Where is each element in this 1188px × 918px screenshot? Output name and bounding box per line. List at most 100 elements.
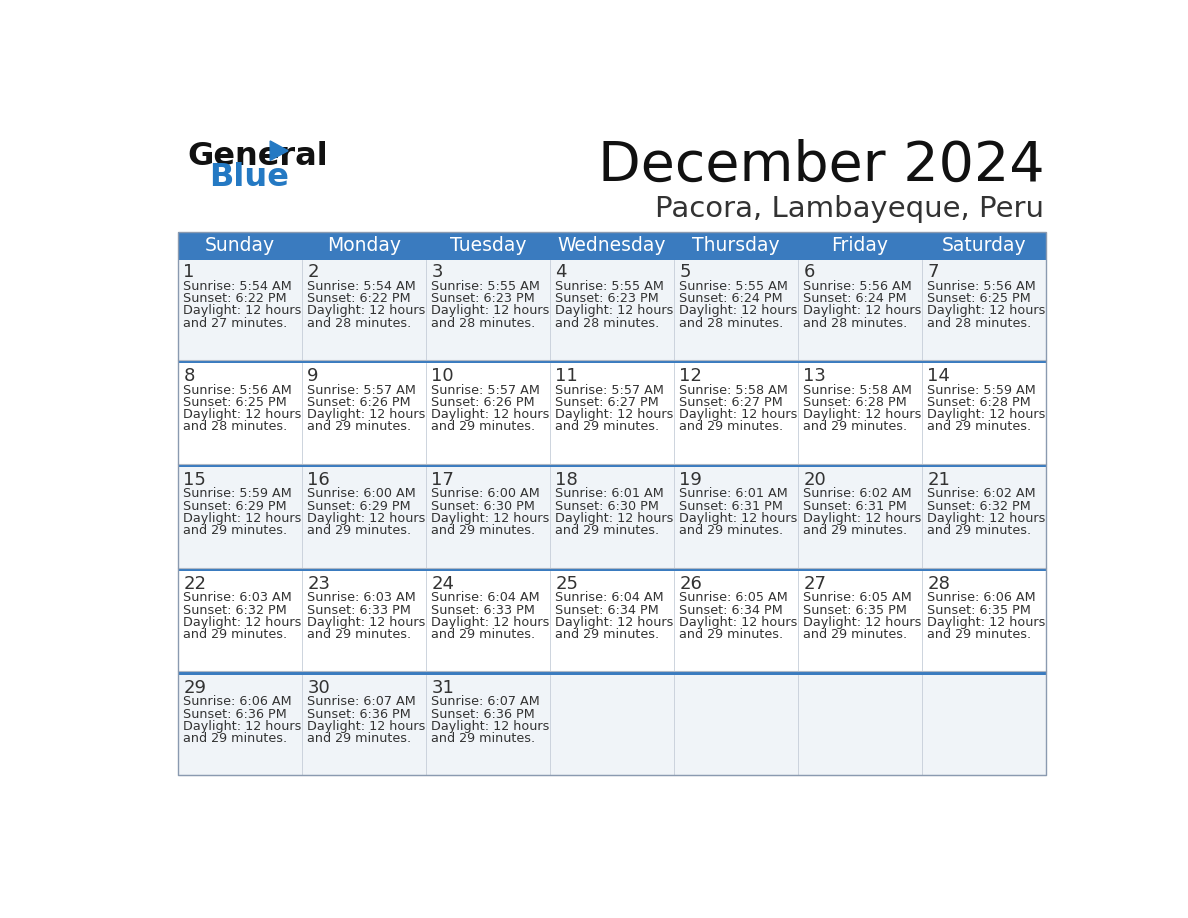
Text: and 29 minutes.: and 29 minutes. [183,628,287,642]
Text: Daylight: 12 hours: Daylight: 12 hours [431,304,550,318]
Text: Daylight: 12 hours: Daylight: 12 hours [555,304,674,318]
Text: Daylight: 12 hours: Daylight: 12 hours [555,409,674,421]
Text: and 29 minutes.: and 29 minutes. [803,628,908,642]
Text: Daylight: 12 hours: Daylight: 12 hours [431,720,550,733]
Text: Daylight: 12 hours: Daylight: 12 hours [680,616,798,629]
Text: and 29 minutes.: and 29 minutes. [308,420,411,433]
Text: and 29 minutes.: and 29 minutes. [928,420,1031,433]
Text: 27: 27 [803,576,827,593]
Text: Sunrise: 6:05 AM: Sunrise: 6:05 AM [803,591,912,604]
Text: 14: 14 [928,367,950,386]
Text: and 29 minutes.: and 29 minutes. [431,420,536,433]
Text: Sunrise: 6:06 AM: Sunrise: 6:06 AM [928,591,1036,604]
Text: Daylight: 12 hours: Daylight: 12 hours [183,304,302,318]
Text: 11: 11 [555,367,579,386]
Text: 19: 19 [680,471,702,489]
Bar [178,260,1045,360]
Text: Sunrise: 5:59 AM: Sunrise: 5:59 AM [928,384,1036,397]
Text: and 29 minutes.: and 29 minutes. [183,733,287,745]
Text: Friday: Friday [832,236,889,255]
Text: Sunrise: 5:57 AM: Sunrise: 5:57 AM [308,384,416,397]
Text: Sunset: 6:24 PM: Sunset: 6:24 PM [803,292,906,305]
Text: 30: 30 [308,679,330,697]
Text: Sunrise: 5:57 AM: Sunrise: 5:57 AM [555,384,664,397]
Text: Sunset: 6:27 PM: Sunset: 6:27 PM [680,396,783,409]
Text: Sunset: 6:25 PM: Sunset: 6:25 PM [183,396,287,409]
Text: 10: 10 [431,367,454,386]
Text: and 29 minutes.: and 29 minutes. [803,420,908,433]
Text: Sunrise: 5:59 AM: Sunrise: 5:59 AM [183,487,292,500]
Text: Sunrise: 5:54 AM: Sunrise: 5:54 AM [183,280,292,293]
Text: Daylight: 12 hours: Daylight: 12 hours [308,616,425,629]
Text: Sunset: 6:29 PM: Sunset: 6:29 PM [308,499,411,513]
Text: Sunrise: 5:56 AM: Sunrise: 5:56 AM [183,384,292,397]
Text: and 29 minutes.: and 29 minutes. [431,524,536,537]
Text: 25: 25 [555,576,579,593]
Text: Daylight: 12 hours: Daylight: 12 hours [803,616,922,629]
Text: and 28 minutes.: and 28 minutes. [183,420,287,433]
Text: Daylight: 12 hours: Daylight: 12 hours [803,409,922,421]
Text: and 28 minutes.: and 28 minutes. [928,317,1031,330]
Text: 13: 13 [803,367,826,386]
Text: Thursday: Thursday [693,236,779,255]
Text: and 29 minutes.: and 29 minutes. [680,628,784,642]
Text: Daylight: 12 hours: Daylight: 12 hours [928,409,1045,421]
Bar [178,232,1045,260]
Text: and 29 minutes.: and 29 minutes. [308,524,411,537]
Text: and 29 minutes.: and 29 minutes. [183,524,287,537]
Text: Sunset: 6:24 PM: Sunset: 6:24 PM [680,292,783,305]
Text: Sunrise: 5:55 AM: Sunrise: 5:55 AM [431,280,541,293]
Bar [178,364,1045,464]
Polygon shape [270,141,287,161]
Text: 24: 24 [431,576,454,593]
Text: Sunrise: 6:03 AM: Sunrise: 6:03 AM [308,591,416,604]
Text: Sunset: 6:36 PM: Sunset: 6:36 PM [431,708,535,721]
Text: 7: 7 [928,263,939,282]
Text: and 29 minutes.: and 29 minutes. [431,628,536,642]
Text: Monday: Monday [327,236,402,255]
Bar [178,232,1045,776]
Text: 26: 26 [680,576,702,593]
Text: Daylight: 12 hours: Daylight: 12 hours [308,720,425,733]
Text: Daylight: 12 hours: Daylight: 12 hours [308,304,425,318]
Text: and 29 minutes.: and 29 minutes. [928,524,1031,537]
Text: and 28 minutes.: and 28 minutes. [308,317,411,330]
Text: 1: 1 [183,263,195,282]
Text: Sunrise: 6:00 AM: Sunrise: 6:00 AM [308,487,416,500]
Text: Sunrise: 6:04 AM: Sunrise: 6:04 AM [431,591,541,604]
Text: Daylight: 12 hours: Daylight: 12 hours [308,409,425,421]
Text: Sunset: 6:31 PM: Sunset: 6:31 PM [803,499,908,513]
Bar [178,671,1045,676]
Text: Sunrise: 5:55 AM: Sunrise: 5:55 AM [555,280,664,293]
Text: Daylight: 12 hours: Daylight: 12 hours [183,720,302,733]
Text: Daylight: 12 hours: Daylight: 12 hours [680,409,798,421]
Text: Daylight: 12 hours: Daylight: 12 hours [803,512,922,525]
Text: Sunrise: 6:00 AM: Sunrise: 6:00 AM [431,487,541,500]
Text: and 28 minutes.: and 28 minutes. [555,317,659,330]
Text: 21: 21 [928,471,950,489]
Text: Sunrise: 5:55 AM: Sunrise: 5:55 AM [680,280,789,293]
Text: and 29 minutes.: and 29 minutes. [803,524,908,537]
Text: Sunset: 6:30 PM: Sunset: 6:30 PM [555,499,659,513]
Text: Tuesday: Tuesday [450,236,526,255]
Text: Sunset: 6:32 PM: Sunset: 6:32 PM [928,499,1031,513]
Text: Daylight: 12 hours: Daylight: 12 hours [431,616,550,629]
Bar [178,360,1045,364]
Text: Sunday: Sunday [204,236,274,255]
Text: Daylight: 12 hours: Daylight: 12 hours [431,512,550,525]
Text: 22: 22 [183,576,207,593]
Text: Sunset: 6:30 PM: Sunset: 6:30 PM [431,499,536,513]
Text: Sunset: 6:22 PM: Sunset: 6:22 PM [308,292,411,305]
Text: Sunset: 6:36 PM: Sunset: 6:36 PM [308,708,411,721]
Text: Sunset: 6:26 PM: Sunset: 6:26 PM [308,396,411,409]
Text: Daylight: 12 hours: Daylight: 12 hours [431,409,550,421]
Text: Sunrise: 5:56 AM: Sunrise: 5:56 AM [803,280,912,293]
Text: and 29 minutes.: and 29 minutes. [680,524,784,537]
Text: Sunset: 6:23 PM: Sunset: 6:23 PM [431,292,535,305]
Text: and 29 minutes.: and 29 minutes. [431,733,536,745]
Text: 16: 16 [308,471,330,489]
Text: December 2024: December 2024 [598,139,1044,193]
Text: Sunset: 6:36 PM: Sunset: 6:36 PM [183,708,287,721]
Text: Sunset: 6:33 PM: Sunset: 6:33 PM [431,604,536,617]
Text: Sunrise: 6:04 AM: Sunrise: 6:04 AM [555,591,664,604]
